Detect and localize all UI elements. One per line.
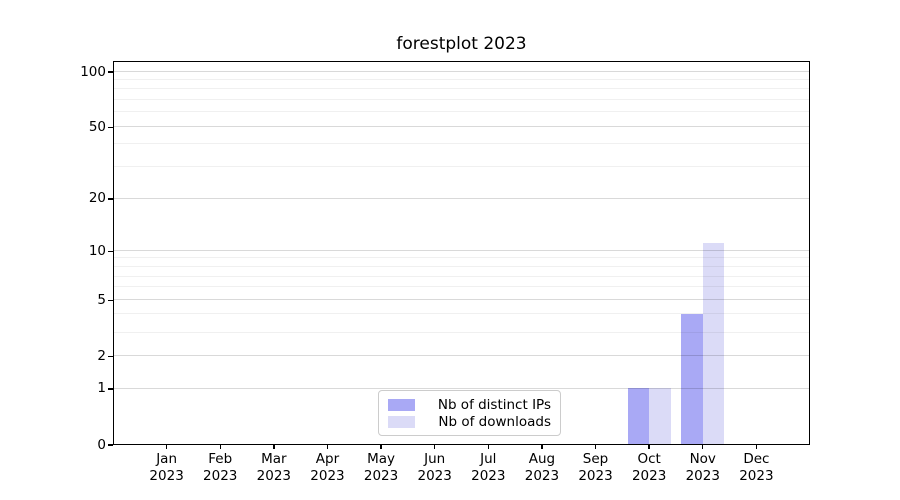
x-tick-mark-jul	[487, 445, 489, 449]
gridline-major-2	[114, 354, 809, 356]
y-tick-mark-20	[108, 198, 113, 200]
x-tick-mark-apr	[326, 445, 329, 449]
gridline-minor-9	[114, 257, 809, 259]
x-tick-mark-may	[380, 445, 382, 449]
gridline-minor-60	[114, 111, 809, 113]
legend-swatch-downloads-icon	[388, 415, 415, 428]
y-tick-label-50: 50	[88, 118, 106, 135]
y-tick-mark-5	[108, 299, 113, 301]
gridline-minor-40	[114, 143, 809, 145]
y-tick-label-5: 5	[97, 291, 106, 308]
x-tick-mark-aug	[541, 445, 543, 449]
x-tick-label-jul: Jul 2023	[471, 451, 506, 484]
y-tick-mark-50	[108, 126, 113, 128]
gridline-major-20	[114, 197, 809, 199]
y-tick-mark-10	[108, 250, 113, 252]
x-tick-mark-mar	[273, 445, 275, 449]
x-tick-mark-jun	[433, 445, 436, 449]
x-tick-label-nov: Nov 2023	[685, 451, 720, 484]
gridline-major-10	[114, 249, 809, 251]
gridline-major-1	[114, 387, 809, 389]
y-tick-mark-100	[108, 71, 113, 73]
legend-label-downloads: Nb of downloads	[438, 413, 551, 430]
x-tick-label-may: May 2023	[363, 451, 399, 484]
chart-title: forestplot 2023	[396, 34, 527, 54]
legend: Nb of distinct IPs Nb of downloads	[378, 390, 561, 436]
gridline-major-50	[114, 125, 809, 127]
bar-distinct-ips-nov	[681, 313, 703, 444]
gridline-minor-90	[114, 79, 809, 80]
x-tick-label-apr: Apr 2023	[310, 451, 345, 484]
x-tick-label-feb: Feb 2023	[203, 451, 238, 484]
x-tick-label-sep: Sep 2023	[578, 451, 613, 484]
gridline-minor-7	[114, 275, 809, 277]
bar-distinct-ips-oct	[627, 388, 650, 444]
gridline-minor-30	[114, 166, 809, 167]
x-tick-mark-oct	[648, 445, 650, 449]
legend-row-distinct-ips: Nb of distinct IPs	[388, 396, 551, 413]
y-tick-mark-2	[108, 355, 113, 357]
y-tick-mark-1	[108, 388, 113, 390]
x-tick-mark-nov	[702, 445, 704, 449]
y-tick-label-10: 10	[88, 242, 106, 259]
y-tick-label-1: 1	[97, 380, 106, 397]
gridline-minor-6	[114, 286, 809, 288]
x-tick-label-jan: Jan 2023	[149, 451, 184, 484]
gridline-minor-8	[114, 265, 809, 267]
y-tick-label-0: 0	[97, 436, 106, 453]
x-tick-label-dec: Dec 2023	[739, 451, 774, 484]
gridline-major-5	[114, 298, 809, 300]
x-tick-label-mar: Mar 2023	[256, 451, 292, 484]
gridline-minor-70	[114, 99, 809, 100]
x-tick-label-aug: Aug 2023	[524, 451, 560, 484]
y-tick-mark-0	[108, 444, 113, 446]
legend-label-distinct-ips: Nb of distinct IPs	[437, 396, 551, 413]
x-tick-mark-feb	[219, 445, 221, 449]
gridline-minor-80	[114, 88, 809, 90]
gridline-major-100	[114, 70, 809, 72]
x-tick-mark-jan	[165, 445, 168, 449]
x-tick-label-oct: Oct 2023	[631, 451, 667, 484]
y-tick-label-20: 20	[88, 190, 106, 207]
y-tick-label-2: 2	[97, 347, 106, 364]
gridline-minor-4	[114, 313, 809, 315]
legend-row-downloads: Nb of downloads	[388, 413, 551, 430]
x-tick-mark-dec	[755, 445, 758, 449]
bar-downloads-oct	[649, 388, 671, 444]
x-tick-mark-sep	[594, 445, 597, 449]
y-tick-label-100: 100	[80, 63, 106, 80]
legend-swatch-distinct-ips-icon	[388, 398, 415, 411]
bar-downloads-nov	[702, 243, 725, 444]
x-tick-label-jun: Jun 2023	[417, 451, 452, 484]
gridline-minor-3	[114, 331, 809, 333]
plot-area	[113, 61, 810, 445]
